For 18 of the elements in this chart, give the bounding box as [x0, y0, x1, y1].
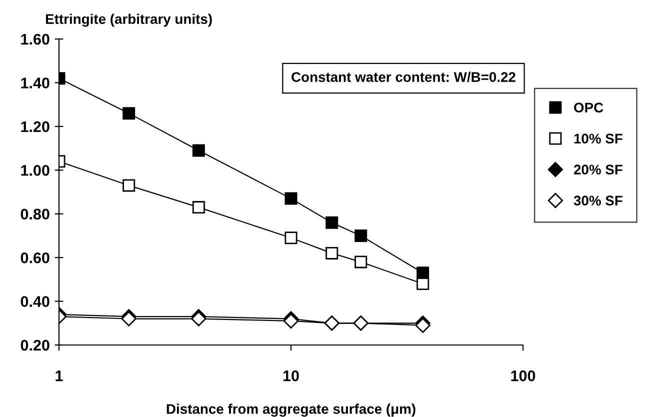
- y-axis-title: Ettringite (arbitrary units): [46, 14, 212, 27]
- x-tick-label: 100: [511, 370, 536, 382]
- y-tick-label: 1.20: [21, 121, 50, 132]
- legend-label: 30% SF: [574, 196, 622, 206]
- annotation: Constant water content: W/B=0.22: [292, 72, 516, 82]
- x-tick-label: 1: [56, 370, 63, 382]
- x-tick-label: 10: [283, 370, 299, 382]
- x-axis-title: Distance from aggregate surface (μm): [166, 404, 416, 417]
- y-tick-label: 1.60: [21, 34, 50, 45]
- legend-label: 20% SF: [574, 164, 622, 175]
- legend-label: 10% SF: [574, 134, 622, 144]
- y-tick-label: 1.00: [21, 165, 50, 176]
- y-tick-label: 0.80: [20, 208, 50, 220]
- y-tick-label: 0.20: [20, 340, 50, 351]
- y-tick-label: 0.60: [20, 252, 50, 264]
- y-tick-label: 1.40: [21, 78, 50, 88]
- y-tick-label: 0.40: [20, 296, 50, 307]
- legend-label: OPC: [574, 102, 604, 113]
